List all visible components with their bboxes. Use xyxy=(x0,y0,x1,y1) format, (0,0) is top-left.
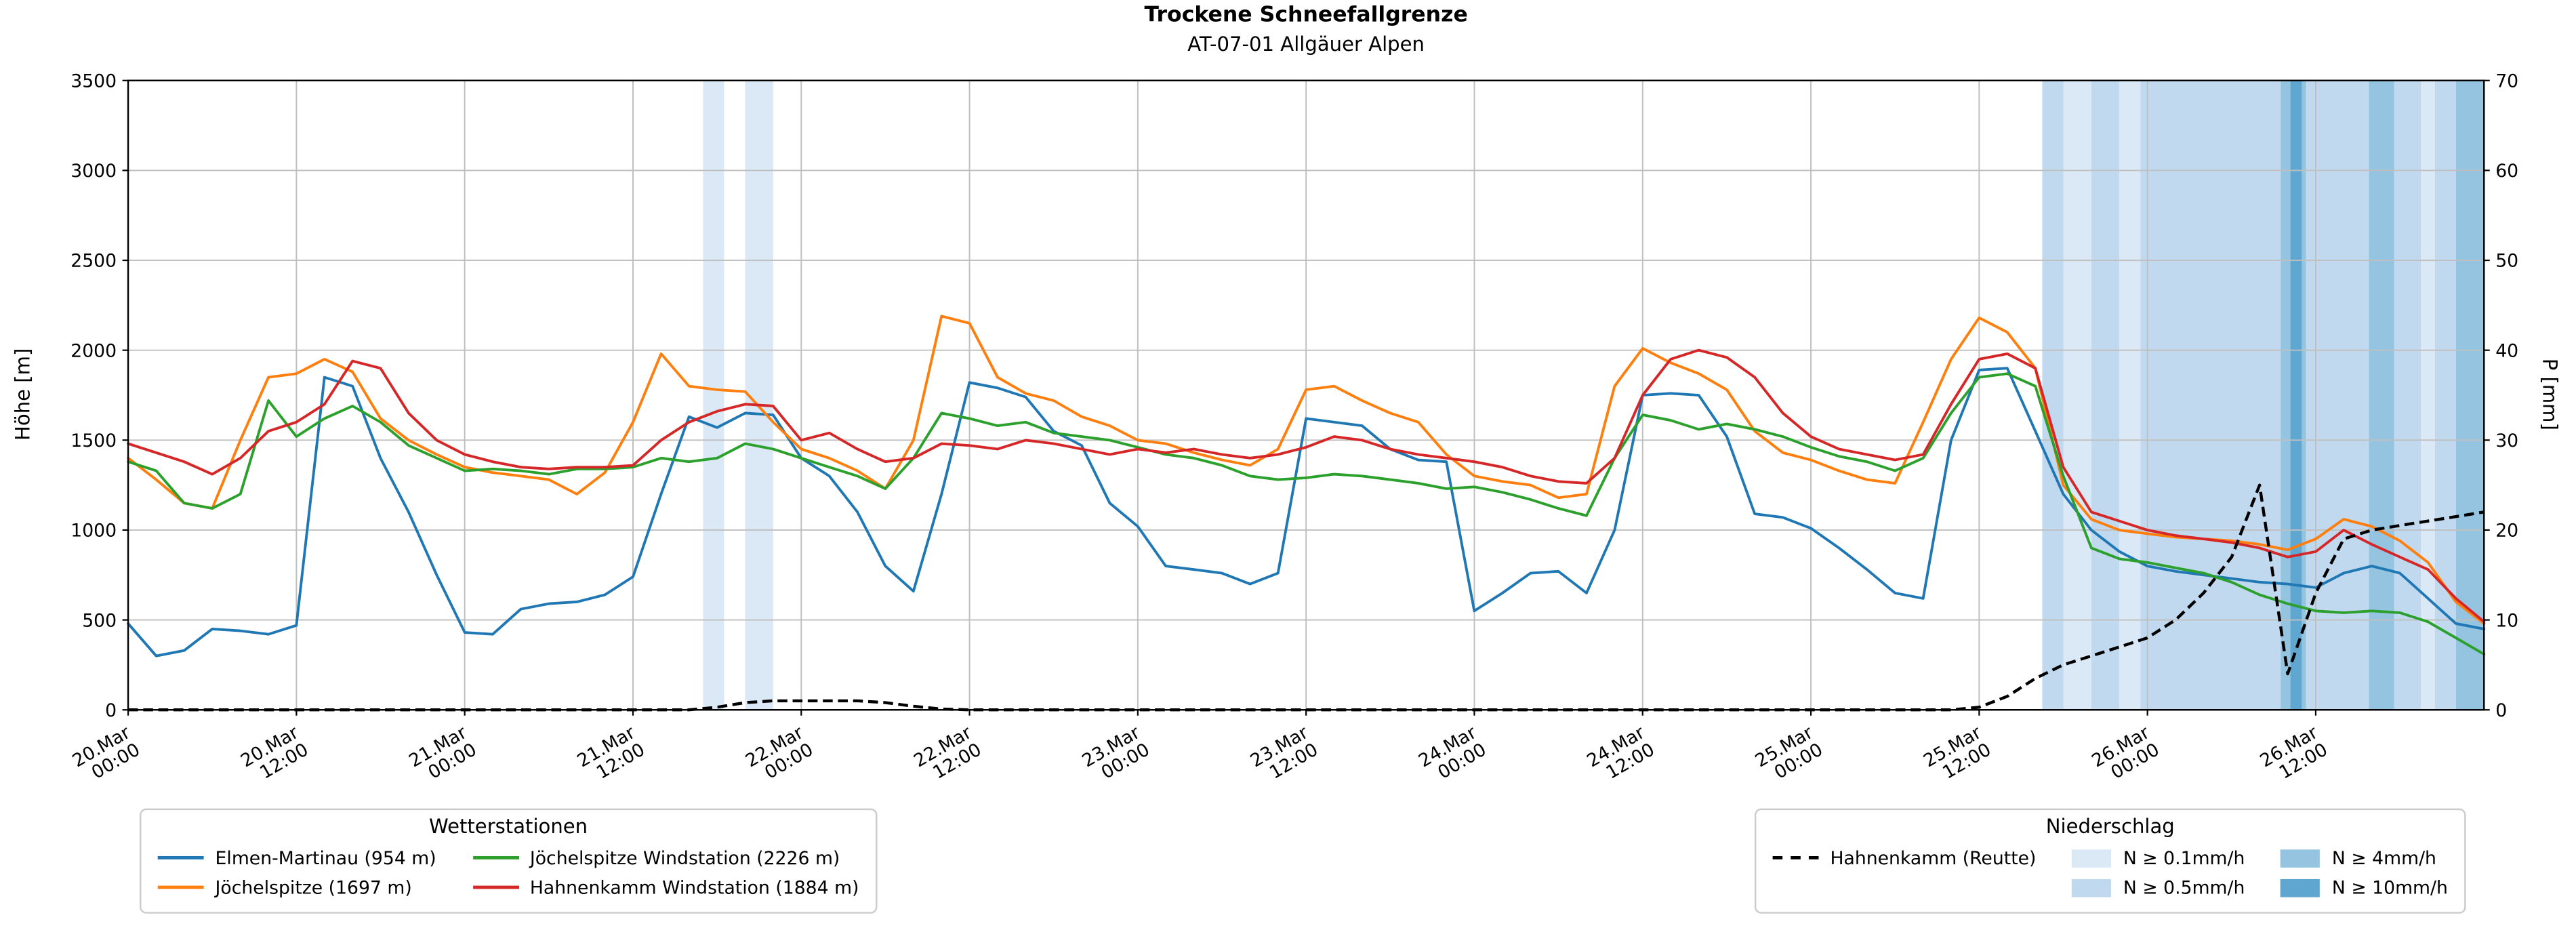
legend-label-elmen-martinau: Elmen-Martinau (954 m) xyxy=(215,847,436,869)
legend-label-n05: N ≥ 0.5mm/h xyxy=(2123,876,2245,898)
x-tick-label: 22.Mar12:00 xyxy=(910,722,985,788)
line-swatch-joechelspitze xyxy=(157,885,204,889)
patch-swatch-n4 xyxy=(2281,849,2321,867)
y-left-tick-label: 500 xyxy=(82,610,117,631)
x-tick-label: 23.Mar12:00 xyxy=(1247,722,1322,788)
legend-niederschlag-title: Niederschlag xyxy=(2045,815,2175,838)
x-tick-label: 24.Mar12:00 xyxy=(1583,722,1658,788)
y-right-tick-label: 70 xyxy=(2495,70,2518,92)
legend-item-elmen-martinau: Elmen-Martinau (954 m) xyxy=(157,843,436,873)
legend-label-joechelspitze: Jöchelspitze (1697 m) xyxy=(215,876,412,898)
series-line-joechelspitze xyxy=(127,315,2486,625)
legend-label-hahnenkamm-reutte: Hahnenkamm (Reutte) xyxy=(1830,847,2037,869)
legend-label-n10: N ≥ 10mm/h xyxy=(2331,876,2448,898)
series-line-joechelspitze-windstation xyxy=(127,372,2486,655)
y-right-tick-label: 50 xyxy=(2495,251,2518,272)
precip-band-level-2 xyxy=(2394,80,2421,710)
legend-item-n05: N ≥ 0.5mm/h xyxy=(2072,872,2245,902)
y-left-tick-label: 2000 xyxy=(70,340,117,361)
precip-band-level-1 xyxy=(2421,80,2435,710)
x-tick-label: 21.Mar12:00 xyxy=(574,722,649,788)
y-left-tick-label: 1500 xyxy=(70,430,117,451)
x-tick-label: 20.Mar12:00 xyxy=(237,722,312,788)
legend-item-n4: N ≥ 4mm/h xyxy=(2281,843,2448,873)
legend-niederschlag-grid: Hahnenkamm (Reutte) N ≥ 0.1mm/h N ≥ 0.5m… xyxy=(1772,843,2448,902)
x-tick-label: 26.Mar12:00 xyxy=(2257,722,2331,788)
patch-swatch-n05 xyxy=(2072,878,2112,897)
legend-item-hahnenkamm-reutte: Hahnenkamm (Reutte) xyxy=(1772,843,2037,873)
y-left-tick-label: 1000 xyxy=(70,521,117,542)
precip-band-level-2 xyxy=(2042,80,2064,710)
patch-swatch-n10 xyxy=(2281,878,2321,897)
x-tick-label: 25.Mar12:00 xyxy=(1920,722,1995,788)
y-axis-label-right: P [mm] xyxy=(2538,358,2562,430)
y-left-tick-label: 3500 xyxy=(70,70,117,92)
y-left-tick-label: 0 xyxy=(105,700,117,721)
legend-item-joechelspitze-windstation: Jöchelspitze Windstation (2226 m) xyxy=(472,843,859,873)
x-tick-label: 22.Mar00:00 xyxy=(742,722,817,788)
y-right-tick-label: 40 xyxy=(2495,340,2518,361)
legend-spacer xyxy=(1773,872,2037,902)
legend-label-joechelspitze-windstation: Jöchelspitze Windstation (2226 m) xyxy=(529,847,840,869)
dashed-line-swatch xyxy=(1772,855,1819,860)
patch-swatch-n01 xyxy=(2072,849,2112,867)
legend-item-n01: N ≥ 0.1mm/h xyxy=(2072,843,2245,873)
line-swatch-joechelspitze-windstation xyxy=(472,855,518,860)
precip-band-level-4 xyxy=(2290,80,2302,710)
series-line-elmen-martinau xyxy=(127,367,2486,658)
legend-label-n4: N ≥ 4mm/h xyxy=(2331,847,2436,869)
precip-band-level-1 xyxy=(2119,80,2141,710)
y-left-tick-label: 3000 xyxy=(70,161,117,182)
legend-item-n10: N ≥ 10mm/h xyxy=(2281,872,2448,902)
x-tick-label: 23.Mar00:00 xyxy=(1078,722,1153,788)
y-right-tick-label: 0 xyxy=(2495,700,2507,721)
x-tick-label: 26.Mar00:00 xyxy=(2088,722,2163,788)
y-right-tick-label: 60 xyxy=(2495,161,2518,182)
precip-band-level-2 xyxy=(2306,80,2369,710)
y-left-tick-label: 2500 xyxy=(70,251,117,272)
legend-wetterstationen: Wetterstationen Elmen-Martinau (954 m) J… xyxy=(140,808,878,914)
line-swatch-hahnenkamm-windstation xyxy=(472,885,518,889)
x-tick-label: 21.Mar00:00 xyxy=(405,722,480,788)
y-right-tick-label: 30 xyxy=(2495,430,2518,451)
precip-band-level-2 xyxy=(2434,80,2456,710)
precip-band-level-3 xyxy=(2369,80,2394,710)
legend-item-joechelspitze: Jöchelspitze (1697 m) xyxy=(157,872,436,902)
y-right-tick-label: 20 xyxy=(2495,521,2518,542)
legend-niederschlag: Niederschlag Hahnenkamm (Reutte) N ≥ 0.1… xyxy=(1754,808,2466,914)
legend-wetterstationen-grid: Elmen-Martinau (954 m) Jöchelspitze (169… xyxy=(157,843,859,902)
chart-title: Trockene Schneefallgrenze xyxy=(1144,3,1468,28)
x-tick-label: 25.Mar00:00 xyxy=(1752,722,1826,788)
line-swatch-elmen-martinau xyxy=(157,855,204,860)
precip-band-level-1 xyxy=(703,80,724,710)
y-right-tick-label: 10 xyxy=(2495,610,2518,631)
y-axis-label-left: Höhe [m] xyxy=(11,348,35,441)
precip-band-level-2 xyxy=(2091,80,2120,710)
legend-label-hahnenkamm-windstation: Hahnenkamm Windstation (1884 m) xyxy=(529,876,859,898)
chart-subtitle: AT-07-01 Allgäuer Alpen xyxy=(1187,33,1425,56)
series-line-hahnenkamm-windstation xyxy=(127,348,2486,624)
x-tick-label: 20.Mar00:00 xyxy=(69,722,144,788)
precip-band-level-1 xyxy=(2063,80,2091,710)
x-tick-label: 24.Mar00:00 xyxy=(1415,722,1490,788)
legend-label-n01: N ≥ 0.1mm/h xyxy=(2123,847,2245,869)
legend-item-hahnenkamm-windstation: Hahnenkamm Windstation (1884 m) xyxy=(472,872,859,902)
precip-band-level-3 xyxy=(2455,80,2485,710)
legend-wetterstationen-title: Wetterstationen xyxy=(429,815,588,838)
precip-band-level-2 xyxy=(2140,80,2281,710)
